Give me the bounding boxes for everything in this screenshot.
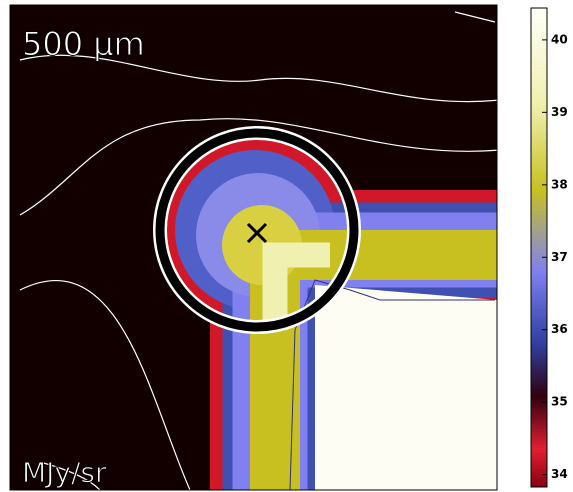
wavelength-label: 500 μm	[22, 25, 145, 63]
colorbar-tick-label: 35	[551, 395, 568, 409]
unit-label: MJy/sr	[22, 456, 107, 489]
colorbar-tick-label: 37	[551, 250, 568, 264]
map-image	[10, 5, 497, 490]
colorbar-tick-label: 39	[551, 105, 568, 119]
colorbar-tick-label: 34	[551, 467, 568, 481]
colorbar	[530, 7, 548, 488]
colorbar-tick-label: 36	[551, 322, 568, 336]
panel-frame	[9, 4, 498, 491]
colorbar-tick-label: 40	[551, 32, 568, 46]
colorbar-tick-label: 38	[551, 177, 568, 191]
